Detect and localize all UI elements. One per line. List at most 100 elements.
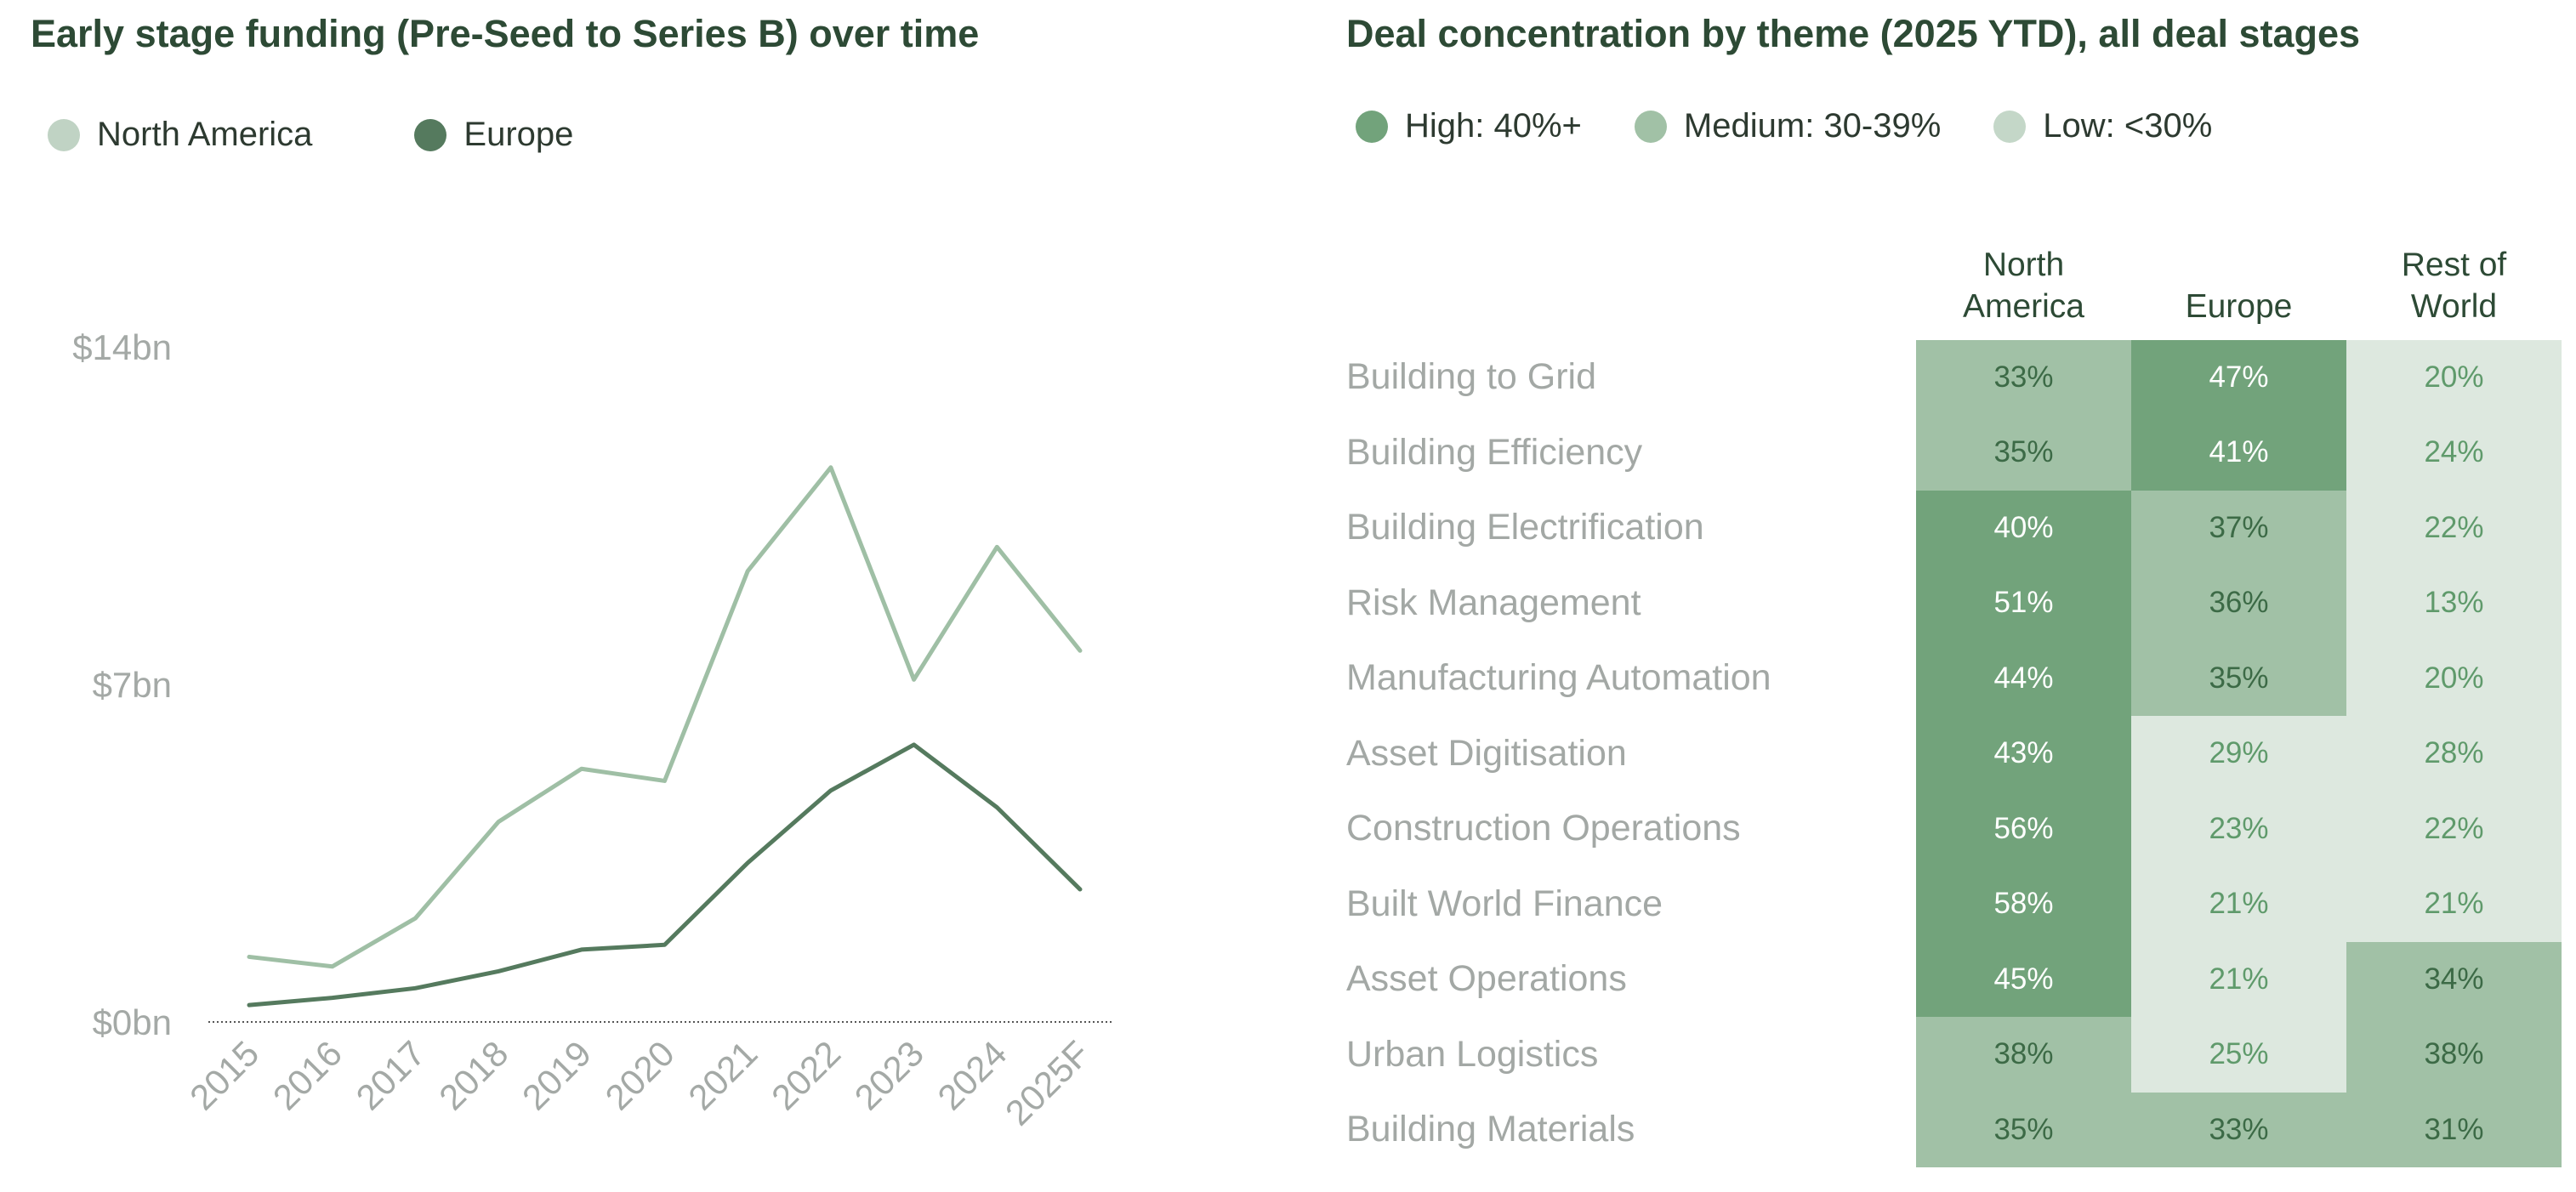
heatmap-corner — [1346, 245, 1916, 340]
legend-label-high: High: 40%+ — [1405, 107, 1582, 145]
legend-item-low: Low: <30% — [1993, 107, 2212, 145]
heatmap-cell: 43% — [1916, 716, 2131, 792]
heatmap-cell: 25% — [2131, 1017, 2346, 1093]
heatmap-row: Asset Operations 45% 21% 34% — [1346, 941, 2562, 1017]
heatmap-cell: 36% — [2131, 565, 2346, 641]
heatmap-cell: 23% — [2131, 791, 2346, 866]
heatmap-legend: High: 40%+ Medium: 30-39% Low: <30% — [1356, 107, 2265, 145]
y-tick-label-0: $0bn — [93, 1002, 172, 1042]
x-tick-label-2021: 2021 — [680, 1033, 765, 1117]
heatmap-cell: 56% — [1916, 791, 2131, 866]
heatmap-cell: 35% — [1916, 1092, 2131, 1167]
x-tick-label-2019: 2019 — [515, 1033, 599, 1117]
column-header-europe: Europe — [2185, 287, 2293, 325]
x-tick-label-2016: 2016 — [265, 1033, 350, 1117]
heatmap-cell: 35% — [2131, 640, 2346, 716]
heatmap-cell: 33% — [2131, 1092, 2346, 1167]
heatmap-cell: 44% — [1916, 640, 2131, 716]
heatmap-title: Deal concentration by theme (2025 YTD), … — [1346, 12, 2361, 55]
heatmap-row: Building Electrification 40% 37% 22% — [1346, 490, 2562, 565]
legend-dot-medium — [1634, 110, 1667, 143]
row-label-building-materials: Building Materials — [1346, 1109, 1635, 1150]
heatmap-cell: 58% — [1916, 866, 2131, 942]
heatmap-row: Building Materials 35% 33% 31% — [1346, 1092, 2562, 1167]
x-tick-label-2025f: 2025F — [998, 1033, 1097, 1132]
heatmap-cell: 20% — [2346, 339, 2562, 415]
heatmap-row: Building Efficiency 35% 41% 24% — [1346, 415, 2562, 491]
series-layer — [247, 465, 1083, 1008]
x-tick-label-2022: 2022 — [764, 1033, 848, 1117]
legend-item-high: High: 40%+ — [1356, 107, 1582, 145]
x-tick-label-2023: 2023 — [847, 1033, 931, 1117]
heatmap-cell: 35% — [1916, 415, 2131, 491]
row-label-urban-logistics: Urban Logistics — [1346, 1033, 1599, 1075]
legend-label-europe: Europe — [463, 116, 574, 153]
funding-chart-title: Early stage funding (Pre-Seed to Series … — [31, 12, 980, 55]
heatmap-cell: 21% — [2346, 866, 2562, 942]
legend-item-medium: Medium: 30-39% — [1634, 107, 1942, 145]
heatmap-row: Construction Operations 56% 23% 22% — [1346, 791, 2562, 866]
heatmap-row: Built World Finance 58% 21% 21% — [1346, 866, 2562, 942]
heatmap-row: Asset Digitisation 43% 29% 28% — [1346, 716, 2562, 792]
column-header-north-america: North America — [1962, 247, 2085, 325]
heatmap-row: Risk Management 51% 36% 13% — [1346, 565, 2562, 641]
deal-concentration-heatmap: North America Europe Rest of World Building … — [1346, 245, 2562, 1167]
x-tick-label-2017: 2017 — [348, 1033, 432, 1117]
y-tick-label-14: $14bn — [72, 327, 172, 367]
heatmap-cell: 33% — [1916, 339, 2131, 415]
line-chart-legend: North America Europe — [48, 116, 675, 154]
heatmap-row: Manufacturing Automation 44% 35% 20% — [1346, 640, 2562, 716]
x-tick-label-2020: 2020 — [598, 1033, 682, 1117]
row-label-building-efficiency: Building Efficiency — [1346, 431, 1643, 473]
funding-line-chart: $0bn$7bn$14bn 20152016201720182019202020… — [72, 327, 1114, 1133]
heatmap-header-row: North America Europe Rest of World — [1346, 245, 2562, 340]
legend-label-north-america: North America — [97, 116, 313, 153]
row-label-asset-digitisation: Asset Digitisation — [1346, 732, 1627, 774]
heatmap-cell: 45% — [1916, 941, 2131, 1017]
heatmap-cell: 20% — [2346, 640, 2562, 716]
legend-dot-europe — [414, 118, 447, 151]
legend-item-north-america: North America — [48, 116, 312, 154]
heatmap-cell: 22% — [2346, 791, 2562, 866]
legend-label-medium: Medium: 30-39% — [1683, 107, 1942, 145]
heatmap-cell: 38% — [1916, 1017, 2131, 1093]
heatmap-cell: 29% — [2131, 716, 2346, 792]
row-label-built-world-finance: Built World Finance — [1346, 883, 1663, 924]
heatmap-cell: 38% — [2346, 1017, 2562, 1093]
heatmap-cell: 41% — [2131, 415, 2346, 491]
legend-dot-north-america — [48, 118, 80, 151]
row-label-building-to-grid: Building to Grid — [1346, 356, 1596, 398]
x-tick-label-2015: 2015 — [182, 1033, 266, 1117]
heatmap-cell: 31% — [2346, 1092, 2562, 1167]
heatmap-cell: 24% — [2346, 415, 2562, 491]
series-line-north-america — [247, 465, 1083, 969]
series-line-europe — [247, 742, 1083, 1008]
x-axis: 2015201620172018201920202021202220232024… — [182, 1033, 1097, 1132]
heatmap-cell: 40% — [1916, 490, 2131, 565]
heatmap-cell: 28% — [2346, 716, 2562, 792]
heatmap-cell: 13% — [2346, 565, 2562, 641]
heatmap-row: Building to Grid 33% 47% 20% — [1346, 339, 2562, 415]
heatmap-cell: 34% — [2346, 941, 2562, 1017]
row-label-construction-operations: Construction Operations — [1346, 808, 1741, 849]
y-axis: $0bn $7bn $14bn — [72, 327, 172, 1042]
y-tick-label-7: $7bn — [93, 665, 172, 705]
row-label-risk-management: Risk Management — [1346, 582, 1641, 623]
row-label-building-electrification: Building Electrification — [1346, 507, 1704, 548]
legend-dot-low — [1993, 110, 2027, 143]
heatmap-cell: 21% — [2131, 866, 2346, 942]
heatmap-cell: 47% — [2131, 339, 2346, 415]
heatmap-cell: 51% — [1916, 565, 2131, 641]
x-tick-label-2018: 2018 — [431, 1033, 515, 1117]
heatmap-cell: 21% — [2131, 941, 2346, 1017]
heatmap-body: Building to Grid 33% 47% 20% Building Effici… — [1346, 339, 2562, 1167]
column-header-rest-of-world: Rest of World — [2401, 247, 2507, 325]
heatmap-cell: 37% — [2131, 490, 2346, 565]
heatmap-cell: 22% — [2346, 490, 2562, 565]
heatmap-row: Urban Logistics 38% 25% 38% — [1346, 1017, 2562, 1093]
legend-dot-high — [1356, 110, 1388, 143]
row-label-manufacturing-automation: Manufacturing Automation — [1346, 657, 1771, 699]
legend-label-low: Low: <30% — [2043, 107, 2213, 145]
row-label-asset-operations: Asset Operations — [1346, 958, 1627, 1000]
legend-item-europe: Europe — [414, 116, 573, 154]
